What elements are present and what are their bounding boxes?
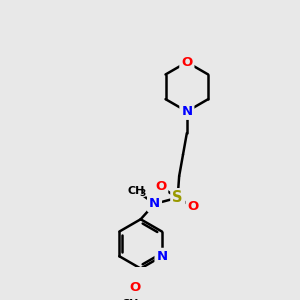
Text: 3: 3 <box>140 189 146 198</box>
Text: N: N <box>156 250 168 263</box>
Text: O: O <box>155 180 166 194</box>
Text: S: S <box>172 190 183 205</box>
Text: O: O <box>188 200 199 213</box>
Text: N: N <box>149 197 160 210</box>
Text: O: O <box>129 280 140 293</box>
Text: O: O <box>181 56 193 69</box>
Text: N: N <box>181 105 192 118</box>
Text: CH: CH <box>128 186 145 196</box>
Text: CH: CH <box>121 299 139 300</box>
